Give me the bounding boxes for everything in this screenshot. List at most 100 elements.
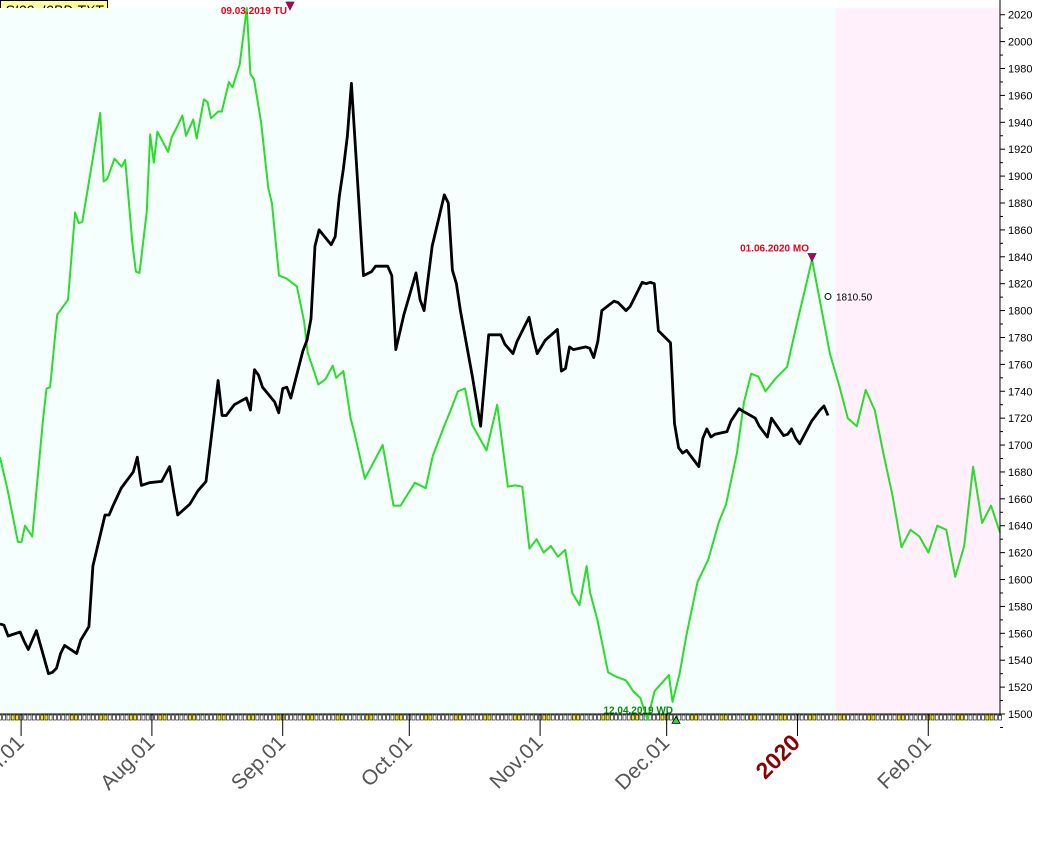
x-day-tick: [27, 714, 32, 721]
y-tick-label: 1800: [1008, 306, 1032, 318]
x-day-tick: [15, 714, 19, 721]
last-value-label: 1810.50: [836, 292, 873, 303]
x-day-tick: [985, 714, 990, 721]
x-day-tick: [626, 714, 631, 721]
x-day-tick: [268, 714, 272, 721]
x-day-tick: [572, 714, 576, 721]
x-day-tick: [74, 714, 78, 721]
x-day-tick: [905, 714, 909, 721]
x-day-tick: [365, 714, 369, 721]
x-day-tick: [829, 714, 834, 721]
x-day-tick: [956, 714, 960, 721]
x-day-tick: [6, 714, 11, 721]
x-day-tick: [576, 714, 580, 721]
price-line: [0, 81, 830, 676]
x-day-tick: [934, 714, 939, 721]
x-day-tick: [842, 714, 846, 721]
x-day-tick: [53, 714, 57, 721]
x-day-tick: [377, 714, 382, 721]
x-day-tick: [563, 714, 568, 721]
x-day-tick: [449, 714, 454, 721]
y-tick-label: 1920: [1008, 144, 1032, 156]
x-day-tick: [369, 714, 374, 721]
x-day-tick: [339, 714, 344, 721]
annotation-label: 09.03.2019 TU: [221, 6, 287, 17]
x-day-tick: [23, 714, 28, 721]
y-tick-label: 1560: [1008, 628, 1032, 640]
y-tick-label: 1580: [1008, 601, 1032, 613]
x-day-tick: [943, 714, 947, 721]
series-group: 1810.50: [0, 7, 1001, 721]
projection-line: [0, 7, 1001, 721]
x-day-tick: [137, 714, 142, 721]
x-day-tick: [550, 714, 555, 721]
y-tick-label: 2020: [1008, 10, 1032, 22]
x-day-tick: [736, 714, 741, 721]
x-day-tick: [453, 714, 458, 721]
x-day-tick: [770, 714, 774, 721]
x-day-tick: [2, 714, 7, 721]
x-day-tick: [251, 714, 255, 721]
forecast-zone: [835, 8, 1000, 714]
x-day-tick: [909, 714, 914, 721]
x-day-tick: [120, 714, 125, 721]
x-day-tick: [728, 714, 732, 721]
x-day-tick: [588, 714, 593, 721]
x-tick-label: Aug.01: [96, 731, 159, 794]
x-day-tick: [863, 714, 867, 721]
x-day-tick: [458, 714, 462, 721]
x-day-tick: [918, 714, 922, 721]
x-day-tick: [61, 714, 66, 721]
x-day-tick: [335, 714, 340, 721]
x-day-tick: [685, 714, 690, 721]
x-day-tick: [555, 714, 559, 721]
x-tick-label: Sep.01: [227, 731, 290, 794]
y-tick-label: 1540: [1008, 655, 1032, 667]
last-value-marker: [824, 292, 832, 300]
x-day-tick: [896, 714, 901, 721]
x-day-tick: [875, 714, 880, 721]
x-day-tick: [496, 714, 500, 721]
x-day-tick: [179, 714, 184, 721]
x-day-tick: [479, 714, 483, 721]
x-day-tick: [470, 714, 475, 721]
y-tick-label: 1900: [1008, 171, 1032, 183]
x-day-tick: [804, 714, 808, 721]
x-day-tick: [964, 714, 969, 721]
x-day-tick: [116, 714, 120, 721]
x-day-tick: [86, 714, 91, 721]
x-day-tick: [922, 714, 926, 721]
y-tick-label: 1760: [1008, 359, 1032, 371]
x-day-tick: [930, 714, 935, 721]
x-day-tick: [597, 714, 601, 721]
x-day-tick: [466, 714, 471, 721]
y-tick-label: 1500: [1008, 709, 1032, 721]
x-day-tick: [441, 714, 445, 721]
x-day-tick: [580, 714, 585, 721]
x-day-tick: [188, 714, 192, 721]
x-day-tick: [677, 714, 682, 721]
x-day-tick: [289, 714, 293, 721]
x-day-tick: [31, 714, 36, 721]
x-day-tick: [234, 714, 239, 721]
x-day-tick: [521, 714, 526, 721]
x-day-tick: [740, 714, 745, 721]
x-day-tick: [230, 714, 234, 721]
x-day-tick: [158, 714, 163, 721]
x-day-tick: [348, 714, 353, 721]
x-day-tick: [314, 714, 319, 721]
x-day-tick: [512, 714, 517, 721]
y-tick-label: 1960: [1008, 90, 1032, 102]
x-day-tick: [217, 714, 222, 721]
x-day-tick: [960, 714, 964, 721]
x-day-tick: [437, 714, 441, 721]
x-day-tick: [825, 714, 829, 721]
x-day-tick: [390, 714, 395, 721]
x-day-tick: [681, 714, 686, 721]
x-day-tick: [757, 714, 762, 721]
x-day-tick: [652, 714, 656, 721]
x-day-tick: [871, 714, 876, 721]
x-day-tick: [753, 714, 758, 721]
y-tick-label: 1980: [1008, 64, 1032, 76]
